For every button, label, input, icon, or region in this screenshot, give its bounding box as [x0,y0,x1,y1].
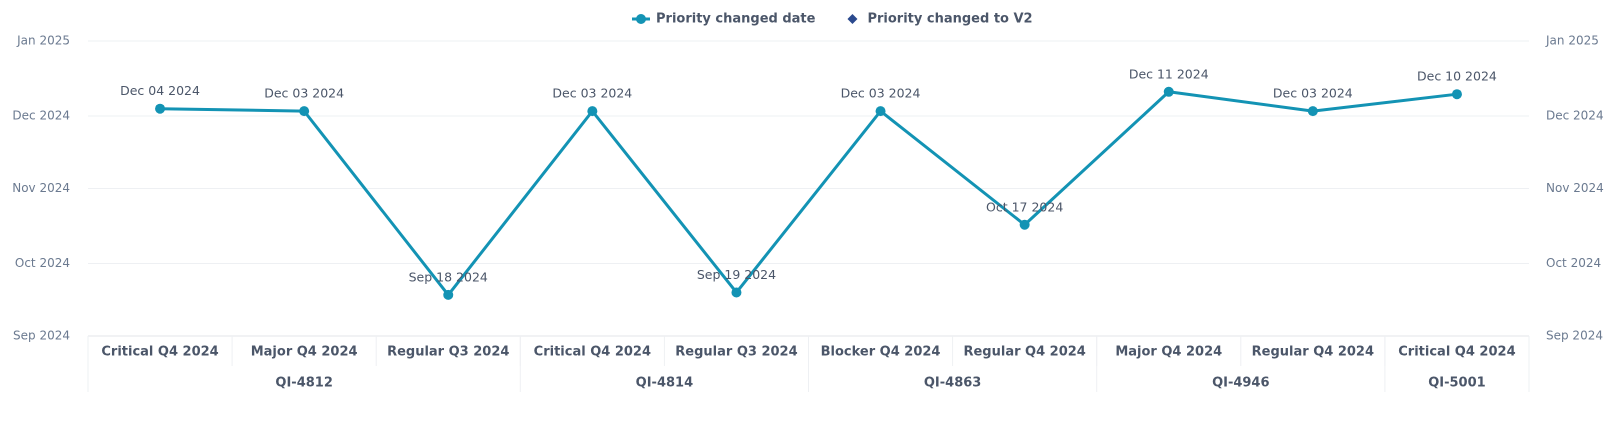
x-tick-label: Critical Q4 2024 [101,345,218,360]
data-point [155,103,166,114]
x-tick-label: Major Q4 2024 [251,345,358,360]
data-label: Dec 10 2024 [1417,69,1497,84]
data-label: Oct 17 2024 [986,199,1063,214]
x-tick-label: Critical Q4 2024 [534,345,651,360]
data-label: Dec 03 2024 [552,86,632,101]
data-point [1307,106,1318,117]
data-label: Dec 03 2024 [264,86,344,101]
y2-tick-label: Oct 2024 [1546,256,1601,270]
data-point [299,106,310,117]
y-tick-label: Dec 2024 [12,108,70,122]
y-tick-label: Sep 2024 [13,329,70,343]
y2-tick-label: Jan 2025 [1545,34,1599,48]
x-tick-label: Regular Q3 2024 [675,345,797,360]
data-label: Dec 04 2024 [120,83,200,98]
data-label: Sep 18 2024 [409,269,488,284]
data-point [1163,86,1174,97]
x-tick-label: Blocker Q4 2024 [821,345,941,360]
group-label: QI-4946 [1212,376,1269,391]
series-line [160,90,1458,297]
data-point [443,289,454,300]
y2-tick-label: Dec 2024 [1546,108,1604,122]
data-label: Dec 11 2024 [1129,66,1209,81]
data-point [1019,219,1030,230]
group-label: QI-4814 [636,376,693,391]
data-label: Dec 03 2024 [841,86,921,101]
y2-tick-label: Sep 2024 [1546,329,1603,343]
legend-icon [847,14,858,24]
x-tick-label: Regular Q4 2024 [1252,345,1374,360]
data-point [875,106,886,117]
data-label: Sep 19 2024 [697,267,776,282]
group-label: QI-5001 [1428,376,1485,391]
y2-tick-label: Nov 2024 [1546,181,1604,195]
y-tick-label: Oct 2024 [15,256,70,270]
legend-label: Priority changed to V2 [867,12,1032,27]
x-tick-label: Major Q4 2024 [1115,345,1222,360]
group-label: QI-4863 [924,376,981,391]
data-point [1451,89,1462,100]
legend-icon [636,14,646,24]
y-tick-label: Nov 2024 [12,181,70,195]
legend-label: Priority changed date [656,12,816,27]
x-tick-label: Regular Q4 2024 [963,345,1085,360]
x-tick-label: Critical Q4 2024 [1398,345,1515,360]
x-tick-label: Regular Q3 2024 [387,345,509,360]
data-label: Dec 03 2024 [1273,86,1353,101]
data-point [587,106,598,117]
group-label: QI-4812 [275,376,332,391]
y-tick-label: Jan 2025 [16,34,70,48]
data-point [731,287,742,298]
